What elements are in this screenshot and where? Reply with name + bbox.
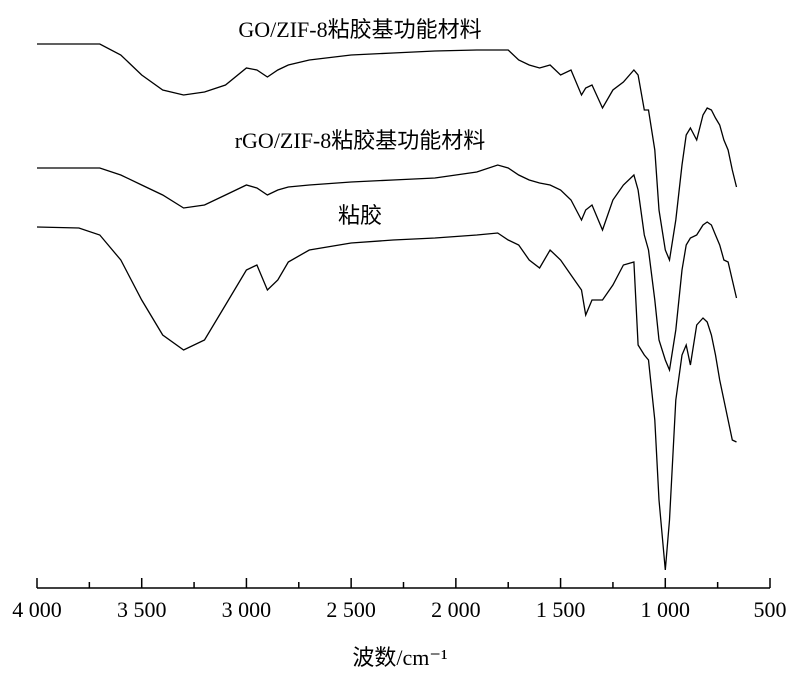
x-tick-label: 1 500: [536, 597, 586, 622]
series-label: 粘胶: [338, 203, 382, 228]
x-tick-label: 3 000: [222, 597, 272, 622]
x-tick-label: 4 000: [12, 597, 62, 622]
x-tick-label: 500: [754, 597, 787, 622]
series-label: rGO/ZIF-8粘胶基功能材料: [235, 128, 486, 153]
spectrum-line: [37, 164, 738, 373]
x-tick-label: 2 500: [326, 597, 376, 622]
x-axis-label: 波数/cm⁻¹: [352, 645, 447, 670]
x-tick-label: 1 000: [641, 597, 691, 622]
spectrum-line: [37, 43, 738, 263]
series-label: GO/ZIF-8粘胶基功能材料: [238, 17, 481, 42]
spectrum-line: [36, 226, 737, 571]
x-tick-label: 3 500: [117, 597, 167, 622]
x-tick-label: 2 000: [431, 597, 481, 622]
